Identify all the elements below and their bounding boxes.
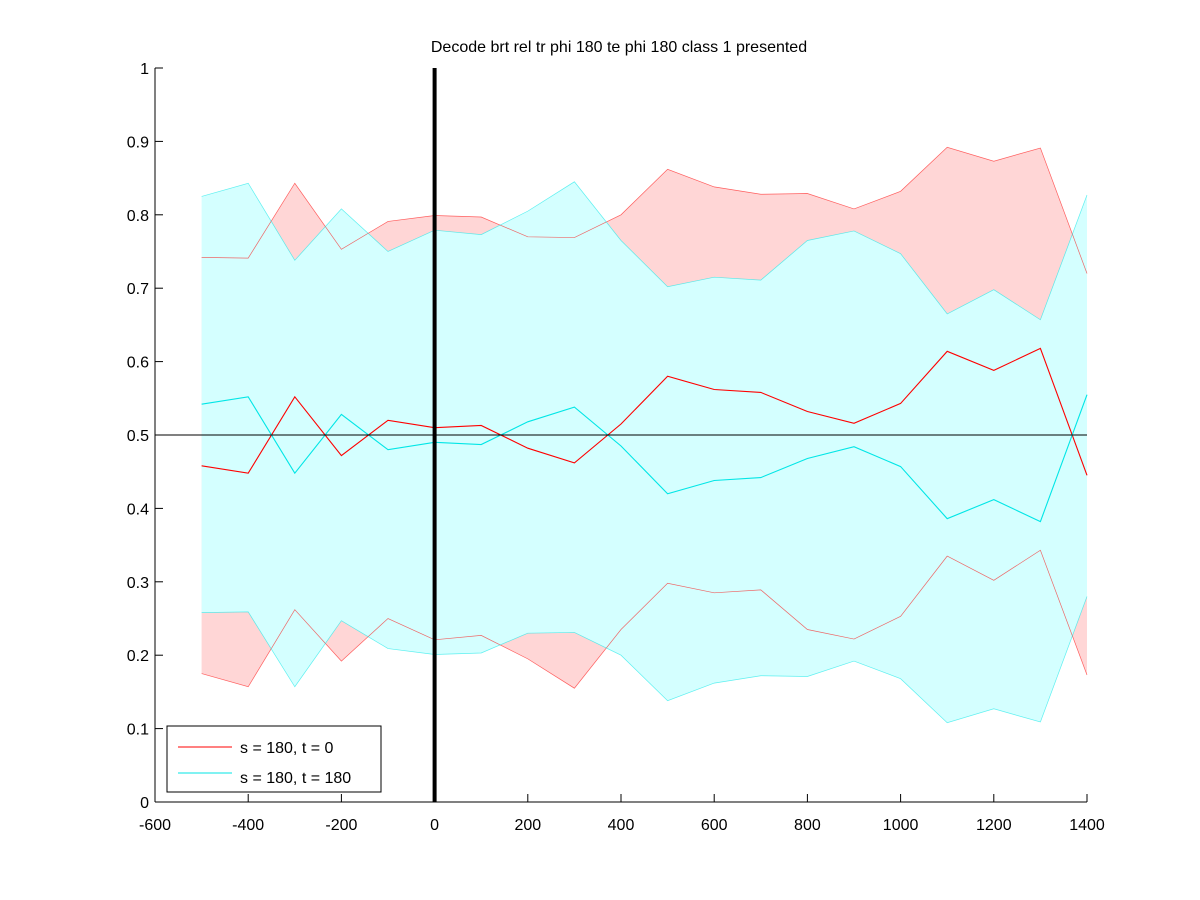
reference-lines — [155, 68, 1087, 802]
band-lower-edge-series-2 — [201, 596, 1088, 724]
x-tick-label: -200 — [325, 817, 357, 834]
y-tick-label: 1 — [140, 61, 149, 78]
y-tick-label: 0.2 — [127, 648, 149, 665]
y-tick-label: 0.8 — [127, 208, 149, 225]
y-tick-label: 0.4 — [127, 501, 149, 518]
band-upper-edge-series-1 — [201, 146, 1088, 274]
legend-label-series-1: s = 180, t = 0 — [240, 740, 334, 757]
x-tick-label: 800 — [794, 817, 821, 834]
mean-line-series-1 — [201, 347, 1088, 476]
x-tick-label: 1400 — [1069, 817, 1105, 834]
y-tick-label: 0.7 — [127, 281, 149, 298]
x-tick-label: 0 — [430, 817, 439, 834]
x-tick-label: -400 — [232, 817, 264, 834]
y-tick-label: 0.6 — [127, 355, 149, 372]
legend-label-series-2: s = 180, t = 180 — [240, 770, 351, 787]
x-tick-label: 1000 — [883, 817, 919, 834]
confidence-band-series-2 — [201, 181, 1088, 723]
x-tick-label: 1200 — [976, 817, 1012, 834]
y-tick-label: 0 — [140, 795, 149, 812]
y-tick-label: 0.9 — [127, 134, 149, 151]
series-lines — [201, 146, 1088, 724]
confidence-bands — [201, 147, 1088, 723]
y-tick-label: 0.1 — [127, 722, 149, 739]
axes: -600 -400 -200 0 200 400 600 800 1000 1200 1400 0 0.… — [127, 61, 1105, 834]
legend: s = 180, t = 0 s = 180, t = 180 — [166, 725, 382, 793]
x-tick-label: -600 — [139, 817, 171, 834]
chart-title: Decode brt rel tr phi 180 te phi 180 cla… — [431, 39, 807, 56]
band-lower-edge-series-1 — [201, 549, 1088, 689]
x-tick-label: 200 — [514, 817, 541, 834]
y-tick-label: 0.3 — [127, 575, 149, 592]
legend-box — [166, 725, 382, 793]
x-tick-label: 400 — [608, 817, 635, 834]
x-tick-label: 600 — [701, 817, 728, 834]
y-tick-label: 0.5 — [127, 428, 149, 445]
band-upper-edge-series-2 — [201, 181, 1088, 321]
mean-line-series-2 — [201, 394, 1088, 523]
